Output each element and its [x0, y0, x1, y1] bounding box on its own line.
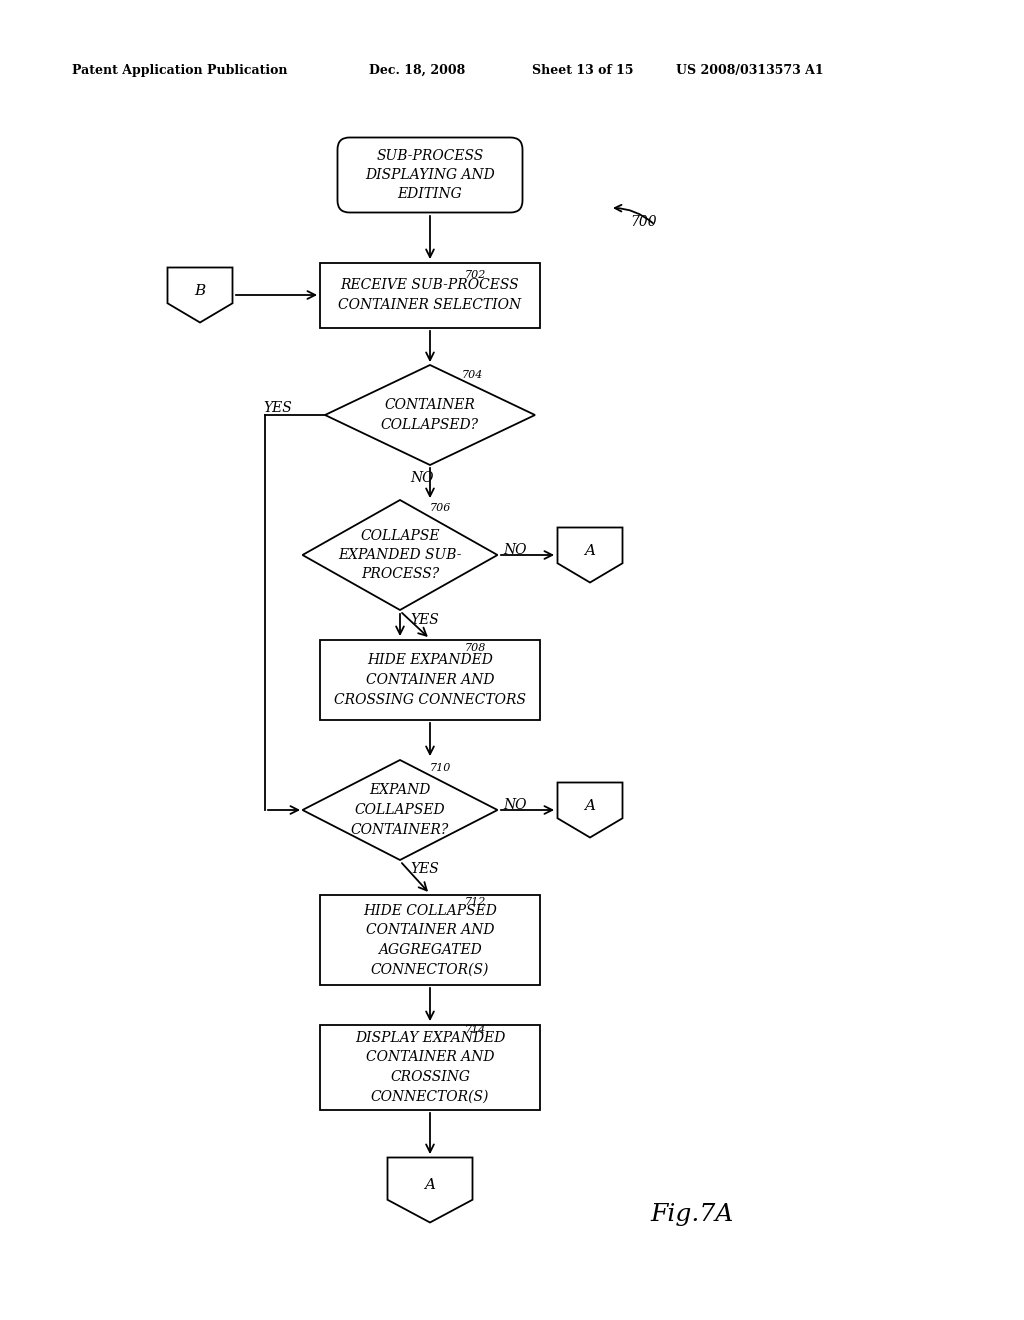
Text: YES: YES — [263, 401, 292, 414]
Polygon shape — [557, 783, 623, 837]
Text: 702: 702 — [465, 271, 486, 280]
Bar — [319, 895, 540, 985]
Text: NO: NO — [503, 799, 526, 812]
Polygon shape — [387, 1158, 472, 1222]
Text: RECEIVE SUB-PROCESS
CONTAINER SELECTION: RECEIVE SUB-PROCESS CONTAINER SELECTION — [339, 279, 521, 312]
Text: COLLAPSE
EXPANDED SUB-
PROCESS?: COLLAPSE EXPANDED SUB- PROCESS? — [338, 528, 462, 582]
Text: 706: 706 — [430, 503, 452, 513]
Text: Patent Application Publication: Patent Application Publication — [72, 63, 287, 77]
Text: HIDE COLLAPSED
CONTAINER AND
AGGREGATED
CONNECTOR(S): HIDE COLLAPSED CONTAINER AND AGGREGATED … — [364, 904, 497, 977]
Text: A: A — [585, 544, 596, 558]
Text: Fig.7A: Fig.7A — [650, 1204, 733, 1226]
Text: B: B — [195, 284, 206, 298]
Bar — [319, 640, 540, 719]
Text: Dec. 18, 2008: Dec. 18, 2008 — [369, 63, 465, 77]
Text: CONTAINER
COLLAPSED?: CONTAINER COLLAPSED? — [381, 399, 479, 432]
Text: 710: 710 — [430, 763, 452, 774]
Polygon shape — [325, 366, 535, 465]
Bar — [319, 263, 540, 327]
Text: NO: NO — [410, 471, 433, 484]
Text: 708: 708 — [465, 643, 486, 653]
Text: A: A — [425, 1179, 435, 1192]
Text: 704: 704 — [462, 370, 483, 380]
FancyBboxPatch shape — [338, 137, 522, 213]
Text: NO: NO — [503, 543, 526, 557]
Text: DISPLAY EXPANDED
CONTAINER AND
CROSSING
CONNECTOR(S): DISPLAY EXPANDED CONTAINER AND CROSSING … — [354, 1031, 505, 1104]
Text: Sheet 13 of 15: Sheet 13 of 15 — [532, 63, 634, 77]
Text: A: A — [585, 799, 596, 813]
Text: SUB-PROCESS
DISPLAYING AND
EDITING: SUB-PROCESS DISPLAYING AND EDITING — [366, 149, 495, 202]
Polygon shape — [302, 760, 498, 861]
Text: US 2008/0313573 A1: US 2008/0313573 A1 — [676, 63, 823, 77]
Text: YES: YES — [410, 612, 438, 627]
Text: 714: 714 — [465, 1026, 486, 1035]
Text: 700: 700 — [630, 215, 656, 228]
Polygon shape — [557, 528, 623, 582]
Text: HIDE EXPANDED
CONTAINER AND
CROSSING CONNECTORS: HIDE EXPANDED CONTAINER AND CROSSING CON… — [334, 653, 526, 706]
Text: EXPAND
COLLAPSED
CONTAINER?: EXPAND COLLAPSED CONTAINER? — [351, 784, 450, 837]
Text: 712: 712 — [465, 898, 486, 907]
Text: YES: YES — [410, 862, 438, 876]
Polygon shape — [302, 500, 498, 610]
Polygon shape — [168, 268, 232, 322]
Bar — [319, 1024, 540, 1110]
